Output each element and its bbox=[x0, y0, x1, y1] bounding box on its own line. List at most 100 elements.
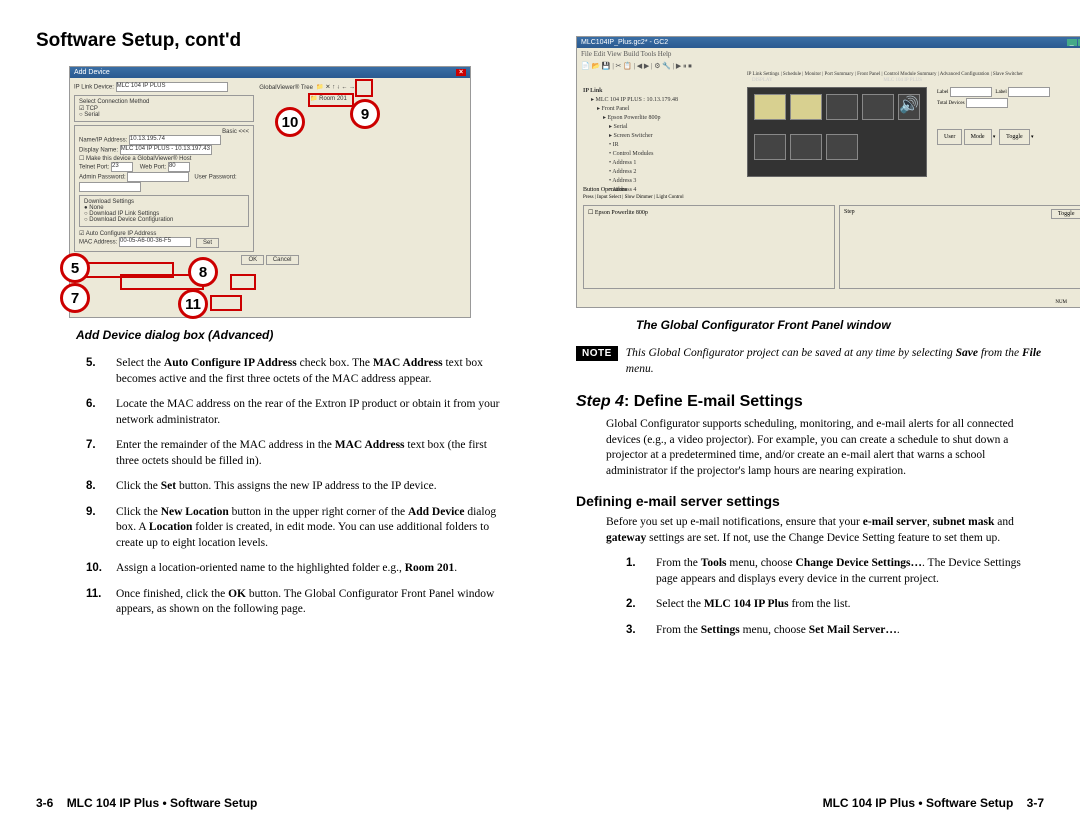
tree-item: ▸ Screen Switcher bbox=[583, 132, 733, 141]
room-highlight bbox=[308, 93, 354, 107]
serial-option: Serial bbox=[84, 112, 99, 118]
mode-button: Mode bbox=[964, 129, 992, 145]
close-icon: × bbox=[456, 69, 466, 76]
bd-item: Epson Powerlite 800p bbox=[595, 210, 648, 216]
web-label: Web Port: bbox=[140, 165, 167, 171]
fp-button bbox=[862, 94, 894, 120]
web-value: 80 bbox=[168, 162, 190, 172]
instruction-step: 8.Click the Set button. This assigns the… bbox=[86, 479, 504, 495]
callout-10: 10 bbox=[275, 107, 305, 137]
tree-item: • Address 1 bbox=[583, 159, 733, 168]
footer-right-text: MLC 104 IP Plus • Software Setup bbox=[823, 796, 1014, 810]
display-value: MLC 104 IP PLUS - 10.13.197.43 bbox=[120, 145, 212, 155]
fp-button bbox=[790, 134, 822, 160]
button-operations-panel: Button Operations Press | Input Select |… bbox=[583, 187, 1080, 292]
footer-left: 3-6 MLC 104 IP Plus • Software Setup bbox=[36, 796, 257, 810]
left-instruction-list: 5.Select the Auto Configure IP Address c… bbox=[36, 356, 504, 618]
intro-paragraph: Global Configurator supports scheduling,… bbox=[606, 417, 1044, 479]
fp-button bbox=[790, 94, 822, 120]
step4-prefix: Step 4 bbox=[576, 393, 624, 410]
mac-label: MAC Address: bbox=[79, 240, 117, 246]
tree-item: • Address 2 bbox=[583, 168, 733, 177]
bd-tabs: Press | Input Select | Slow Dimmer | Lig… bbox=[583, 195, 1080, 200]
instruction-step: 5.Select the Auto Configure IP Address c… bbox=[86, 356, 504, 387]
ok-highlight bbox=[210, 295, 242, 311]
prelist-paragraph: Before you set up e-mail notifications, … bbox=[606, 515, 1044, 546]
step4-main: : Define E-mail Settings bbox=[624, 393, 803, 410]
iplink-value: MLC 104 IP PLUS bbox=[116, 82, 228, 92]
admin-label: Admin Password: bbox=[79, 175, 126, 181]
iplink-label: IP Link Device: bbox=[74, 85, 114, 91]
bd-toggle-button: Toggle bbox=[1051, 209, 1080, 219]
right-props-panel: Label Label Total Devices User Mode ▾ To… bbox=[937, 87, 1050, 145]
instruction-step: 10.Assign a location-oriented name to th… bbox=[86, 561, 504, 577]
fp-display-label: DISPLAY bbox=[752, 78, 773, 83]
tree-item: ▸ Serial bbox=[583, 123, 733, 132]
fp-button: 🔊 bbox=[898, 94, 920, 120]
footer-left-text: MLC 104 IP Plus • Software Setup bbox=[67, 796, 258, 810]
instruction-step: 2.Select the MLC 104 IP Plus from the li… bbox=[626, 597, 1044, 613]
note-block: NOTE This Global Configurator project ca… bbox=[576, 346, 1044, 377]
footer-right-pagenum: 3-7 bbox=[1027, 796, 1044, 810]
instruction-step: 11.Once finished, click the OK button. T… bbox=[86, 587, 504, 618]
device-tree: IP Link ▸ MLC 104 IP PLUS : 10.13.179.48… bbox=[583, 87, 733, 195]
telnet-label: Telnet Port: bbox=[79, 165, 109, 171]
footer-right: MLC 104 IP Plus • Software Setup 3-7 bbox=[823, 796, 1044, 810]
instruction-step: 9.Click the New Location button in the u… bbox=[86, 505, 504, 552]
set-highlight bbox=[230, 274, 256, 290]
tree-item: ▸ MLC 104 IP PLUS : 10.13.179.48 bbox=[583, 96, 733, 105]
newloc-highlight bbox=[355, 79, 373, 97]
set-button: Set bbox=[196, 238, 219, 248]
note-badge: NOTE bbox=[576, 346, 618, 361]
menu-bar: File Edit View Build Tools Help bbox=[577, 48, 1080, 60]
tree-root: IP Link bbox=[583, 87, 733, 96]
tree-item: ▸ Epson Powerlite 800p bbox=[583, 114, 733, 123]
note-text: This Global Configurator project can be … bbox=[626, 346, 1044, 377]
right-label: Label bbox=[995, 90, 1006, 95]
callout-5: 5 bbox=[60, 253, 90, 283]
basic-link: Basic <<< bbox=[222, 129, 249, 135]
callout-8: 8 bbox=[188, 257, 218, 287]
bd-step-label: Step bbox=[844, 209, 855, 215]
front-panel-preview: DISPLAY MLC 104 IP PLUS 🔊 bbox=[747, 87, 927, 177]
dl-devconf: Download Device Configuration bbox=[89, 217, 173, 223]
right-instruction-list: 1.From the Tools menu, choose Change Dev… bbox=[576, 556, 1044, 638]
display-label: Display Name: bbox=[79, 148, 118, 154]
callout-7: 7 bbox=[60, 283, 90, 313]
right-label: Total Devices bbox=[937, 101, 965, 106]
fp-button bbox=[754, 94, 786, 120]
instruction-step: 7.Enter the remainder of the MAC address… bbox=[86, 438, 504, 469]
instruction-step: 3.From the Settings menu, choose Set Mai… bbox=[626, 623, 1044, 639]
telnet-value: 23 bbox=[111, 162, 133, 172]
fp-model-label: MLC 104 IP PLUS bbox=[883, 78, 922, 83]
user-button: User bbox=[937, 129, 962, 145]
window-title: MLC104IP_Plus.gc2* - GC2 bbox=[581, 39, 668, 46]
mac-value: 00-05-A6-00-36-F5 bbox=[119, 237, 191, 247]
cancel-button: Cancel bbox=[266, 255, 299, 265]
step4-heading: Step 4: Define E-mail Settings bbox=[576, 393, 1044, 411]
fp-button bbox=[754, 134, 786, 160]
left-caption: Add Device dialog box (Advanced) bbox=[76, 328, 504, 342]
gvtree-label: GlobalViewer® Tree bbox=[259, 85, 313, 91]
name-ip-label: Name/IP Address: bbox=[79, 138, 127, 144]
page-title: Software Setup, cont'd bbox=[36, 30, 504, 52]
toggle-button: Toggle bbox=[999, 129, 1030, 145]
instruction-step: 1.From the Tools menu, choose Change Dev… bbox=[626, 556, 1044, 587]
add-device-dialog-screenshot: Add Device × IP Link Device: MLC 104 IP … bbox=[69, 66, 471, 318]
user-value bbox=[79, 182, 141, 192]
user-label: User Password: bbox=[194, 175, 236, 181]
tree-item: • Address 3 bbox=[583, 177, 733, 186]
right-caption: The Global Configurator Front Panel wind… bbox=[636, 318, 1044, 332]
subheading-email-server: Defining e-mail server settings bbox=[576, 493, 1044, 509]
footer-left-pagenum: 3-6 bbox=[36, 796, 53, 810]
bd-title: Button Operations bbox=[583, 187, 1080, 193]
config-tabs: IP Link Settings | Schedule | Monitor | … bbox=[747, 72, 1023, 77]
front-panel-window-screenshot: MLC104IP_Plus.gc2* - GC2 _□× File Edit V… bbox=[576, 36, 1080, 308]
fp-button bbox=[826, 94, 858, 120]
instruction-step: 6.Locate the MAC address on the rear of … bbox=[86, 397, 504, 428]
dialog-title: Add Device bbox=[74, 69, 110, 76]
tree-item: • Control Modules bbox=[583, 150, 733, 159]
callout-9: 9 bbox=[350, 99, 380, 129]
name-ip-value: 10.13.195.74 bbox=[129, 135, 221, 145]
right-label: Label bbox=[937, 90, 948, 95]
